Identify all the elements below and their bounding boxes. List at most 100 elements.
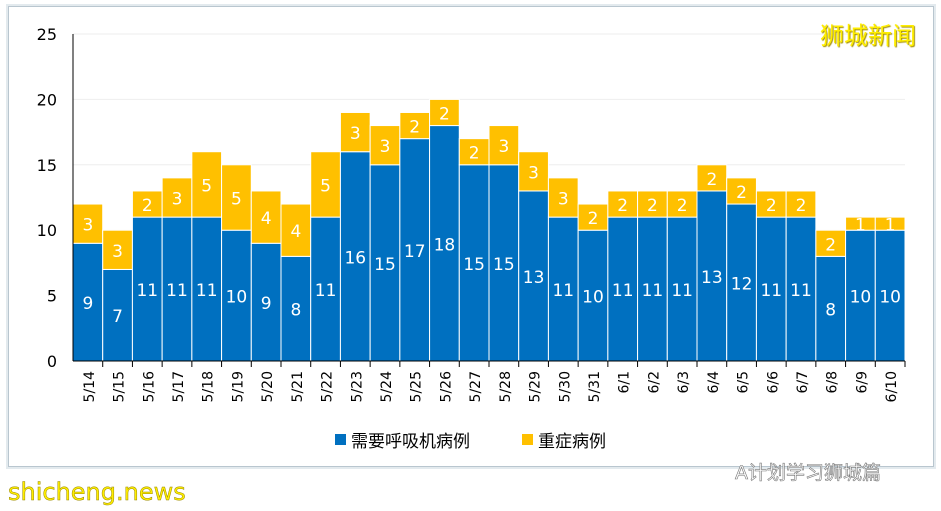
bar-severe bbox=[250, 190, 282, 244]
bar-severe bbox=[280, 203, 312, 257]
data-label: 13 bbox=[701, 268, 723, 288]
x-tick-label: 5/17 bbox=[171, 371, 187, 402]
bar-ventilator bbox=[280, 255, 312, 362]
y-tick-label: 15 bbox=[37, 156, 57, 175]
bar-severe bbox=[72, 203, 104, 244]
bar-ventilator bbox=[310, 216, 341, 362]
data-label: 5 bbox=[201, 176, 212, 196]
data-label: 13 bbox=[523, 268, 545, 288]
x-tick-label: 5/15 bbox=[112, 371, 128, 402]
bar-severe bbox=[429, 98, 460, 127]
data-label: 17 bbox=[404, 242, 426, 262]
y-tick-label: 5 bbox=[47, 287, 57, 306]
data-label: 2 bbox=[617, 196, 628, 216]
data-label: 2 bbox=[677, 196, 688, 216]
legend-label: 重症病例 bbox=[538, 432, 606, 452]
x-tick-label: 5/16 bbox=[141, 371, 157, 403]
data-label: 3 bbox=[112, 242, 123, 262]
legend-swatch bbox=[522, 434, 533, 445]
x-tick-label: 6/2 bbox=[646, 371, 662, 394]
bar-severe bbox=[221, 164, 252, 231]
data-label: 11 bbox=[671, 281, 693, 301]
bar-ventilator bbox=[666, 216, 698, 362]
bar-severe bbox=[547, 177, 579, 218]
data-label: 15 bbox=[493, 255, 515, 275]
bar-severe bbox=[785, 190, 817, 218]
data-label: 2 bbox=[796, 196, 807, 216]
bar-ventilator bbox=[221, 229, 252, 362]
data-label: 11 bbox=[166, 281, 188, 301]
x-tick-label: 5/24 bbox=[379, 371, 395, 403]
y-tick-label: 20 bbox=[37, 90, 57, 109]
data-label: 2 bbox=[439, 104, 450, 124]
bar-severe bbox=[815, 229, 847, 257]
data-label: 15 bbox=[374, 255, 396, 275]
data-label: 8 bbox=[290, 301, 301, 321]
x-tick-label: 5/20 bbox=[260, 371, 276, 402]
data-label: 5 bbox=[320, 176, 331, 196]
bar-severe bbox=[339, 111, 371, 153]
bar-severe bbox=[755, 190, 787, 218]
data-label: 8 bbox=[825, 301, 836, 321]
data-label: 9 bbox=[261, 294, 272, 314]
bar-severe bbox=[637, 190, 668, 218]
data-label: 2 bbox=[736, 183, 747, 203]
bar-ventilator bbox=[785, 216, 817, 362]
x-tick-label: 5/23 bbox=[349, 371, 365, 402]
x-tick-label: 6/5 bbox=[736, 371, 752, 394]
x-tick-label: 5/28 bbox=[498, 371, 514, 402]
bar-severe bbox=[726, 177, 757, 205]
bar-severe bbox=[577, 203, 609, 231]
data-label: 2 bbox=[409, 118, 420, 138]
x-tick-label: 5/14 bbox=[82, 371, 98, 403]
data-label: 3 bbox=[380, 137, 391, 157]
x-tick-label: 5/31 bbox=[587, 371, 603, 402]
data-label: 5 bbox=[231, 190, 242, 210]
watermark-bottom-left: shicheng.news bbox=[8, 478, 186, 507]
bar-severe bbox=[310, 151, 341, 218]
x-tick-label: 6/4 bbox=[706, 371, 722, 394]
data-label: 3 bbox=[528, 163, 539, 183]
x-tick-label: 6/8 bbox=[825, 371, 841, 394]
x-tick-label: 5/26 bbox=[438, 371, 454, 403]
x-tick-label: 5/25 bbox=[409, 371, 425, 402]
x-tick-label: 6/3 bbox=[676, 371, 692, 394]
data-label: 3 bbox=[172, 190, 183, 210]
legend-swatch bbox=[335, 434, 346, 445]
data-label: 2 bbox=[469, 144, 480, 164]
data-label: 11 bbox=[790, 281, 812, 301]
watermark-top: 狮城新闻 bbox=[820, 22, 916, 50]
data-label: 2 bbox=[825, 235, 836, 255]
data-label: 11 bbox=[196, 281, 218, 301]
x-tick-label: 6/6 bbox=[765, 371, 781, 394]
data-label: 2 bbox=[142, 196, 153, 216]
bar-ventilator bbox=[696, 190, 728, 362]
bar-ventilator bbox=[131, 216, 163, 362]
data-label: 2 bbox=[647, 196, 658, 216]
data-label: 3 bbox=[498, 137, 509, 157]
watermark-bottom-right: A计划学习狮城篇 bbox=[735, 462, 882, 485]
bar-severe bbox=[874, 216, 906, 231]
data-label: 18 bbox=[434, 235, 456, 255]
x-tick-label: 5/22 bbox=[320, 371, 336, 402]
data-label: 10 bbox=[226, 288, 248, 308]
data-label: 2 bbox=[706, 170, 717, 190]
x-tick-label: 5/29 bbox=[528, 371, 544, 402]
bar-severe bbox=[161, 177, 193, 218]
bar-severe bbox=[102, 229, 133, 270]
data-label: 10 bbox=[850, 288, 872, 308]
bar-ventilator bbox=[161, 216, 193, 362]
legend-label: 需要呼吸机病例 bbox=[351, 432, 470, 452]
y-tick-label: 0 bbox=[47, 352, 57, 371]
data-label: 7 bbox=[112, 307, 123, 327]
bar-severe bbox=[696, 164, 728, 192]
x-tick-label: 5/30 bbox=[557, 371, 573, 402]
data-label: 1 bbox=[885, 216, 896, 236]
bar-severe bbox=[488, 125, 520, 166]
bar-ventilator bbox=[815, 255, 847, 362]
data-label: 10 bbox=[582, 288, 604, 308]
data-label: 9 bbox=[82, 294, 93, 314]
x-tick-label: 5/19 bbox=[230, 371, 246, 402]
bar-severe bbox=[458, 138, 490, 166]
